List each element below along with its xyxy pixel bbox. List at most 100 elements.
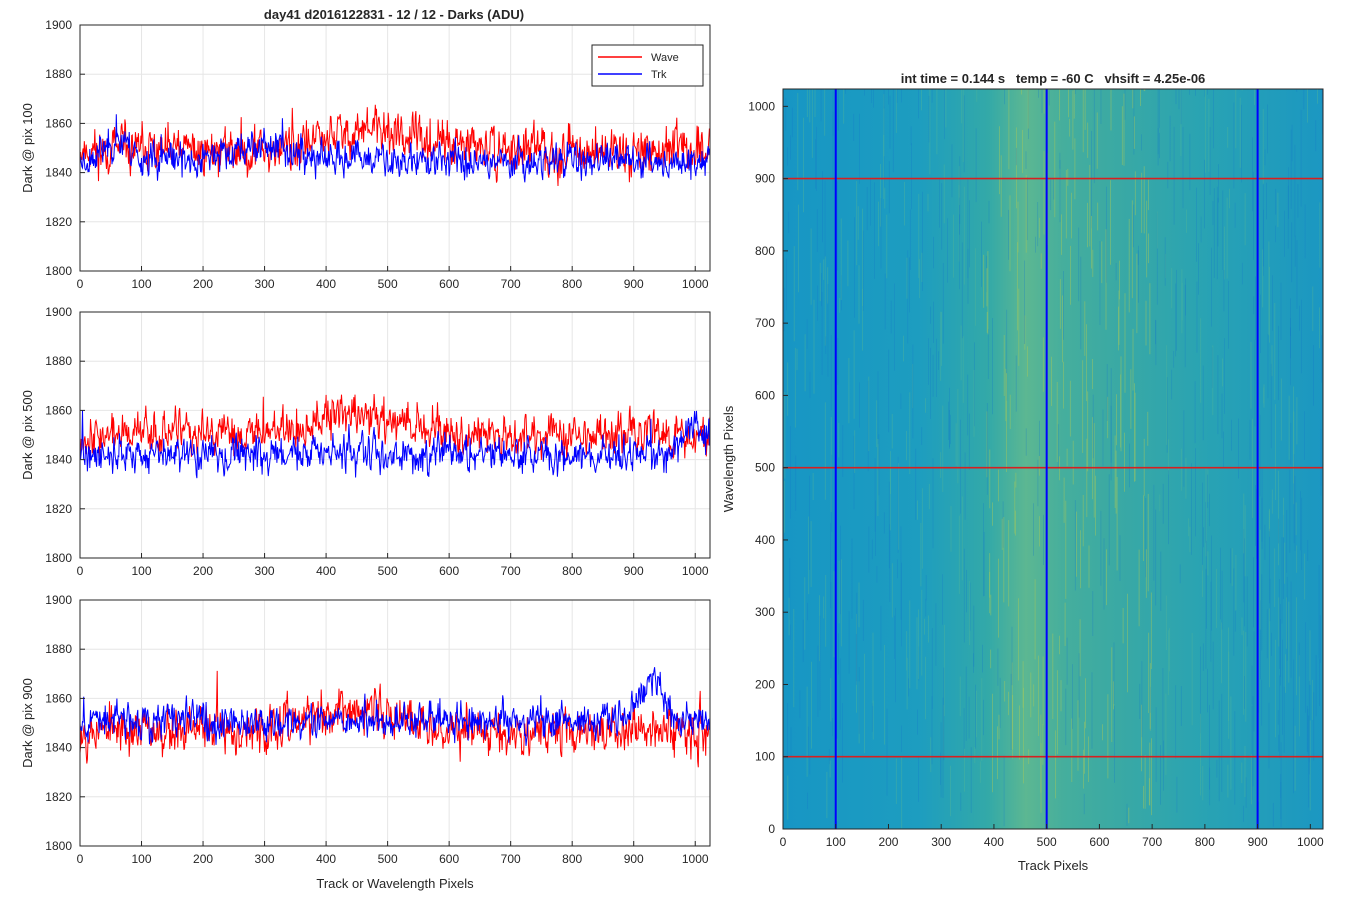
series-line-wave	[79, 393, 710, 461]
x-tick-label: 200	[193, 277, 213, 291]
heatmap-x-tick-label: 800	[1195, 835, 1215, 849]
plot-frame	[79, 599, 711, 847]
x-tick-label: 100	[132, 852, 152, 866]
x-tick-label: 0	[77, 564, 84, 578]
x-tick-label: 400	[316, 277, 336, 291]
plot-frame	[79, 24, 711, 272]
heatmap-x-tick-label: 200	[878, 835, 898, 849]
heatmap-x-tick-label: 300	[931, 835, 951, 849]
heatmap-y-tick-label: 500	[755, 461, 775, 475]
x-tick-label: 100	[132, 277, 152, 291]
x-tick-label: 400	[316, 564, 336, 578]
x-tick-label: 0	[77, 277, 84, 291]
y-tick-label: 1900	[45, 305, 72, 319]
x-tick-label: 900	[624, 277, 644, 291]
y-tick-label: 1860	[45, 403, 72, 417]
heatmap-title: int time = 0.144 s temp = -60 C vhsift =…	[901, 71, 1206, 86]
ylabel-panel-1: Dark @ pix 100	[20, 103, 35, 193]
heatmap-y-tick-label: 100	[755, 750, 775, 764]
x-tick-label: 500	[378, 852, 398, 866]
ylabel-panel-2: Dark @ pix 500	[20, 390, 35, 480]
x-tick-label: 500	[378, 277, 398, 291]
heatmap-texture	[783, 89, 1324, 829]
y-tick-label: 1860	[45, 691, 72, 705]
x-tick-label: 200	[193, 564, 213, 578]
series-line-trk	[79, 114, 710, 183]
heatmap-y-tick-label: 800	[755, 244, 775, 258]
heatmap-ylabel: Wavelength Pixels	[721, 405, 736, 512]
heatmap-y-tick-label: 700	[755, 316, 775, 330]
x-tick-label: 1000	[682, 277, 709, 291]
heatmap-x-tick-label: 1000	[1297, 835, 1324, 849]
heatmap-y-tick-label: 600	[755, 388, 775, 402]
heatmap-x-tick-label: 100	[826, 835, 846, 849]
x-tick-label: 600	[439, 852, 459, 866]
x-tick-label: 700	[501, 852, 521, 866]
heatmap-y-tick-label: 400	[755, 533, 775, 547]
x-tick-label: 1000	[682, 852, 709, 866]
x-tick-label: 300	[255, 564, 275, 578]
figure-title: day41 d2016122831 - 12 / 12 - Darks (ADU…	[264, 7, 524, 22]
x-tick-label: 800	[562, 852, 582, 866]
y-tick-label: 1840	[45, 453, 72, 467]
line-panel-3: Dark @ pix 900 Track or Wavelength Pixel…	[20, 593, 711, 891]
ylabel-panel-3: Dark @ pix 900	[20, 678, 35, 768]
series-line-trk	[79, 410, 710, 479]
y-tick-label: 1900	[45, 593, 72, 607]
y-tick-label: 1820	[45, 215, 72, 229]
y-tick-label: 1800	[45, 551, 72, 565]
heatmap-x-tick-label: 900	[1248, 835, 1268, 849]
heatmap-xlabel: Track Pixels	[1018, 858, 1089, 873]
x-tick-label: 200	[193, 852, 213, 866]
x-tick-label: 300	[255, 852, 275, 866]
x-tick-label: 1000	[682, 564, 709, 578]
plot-area	[80, 312, 710, 558]
xlabel-panel-3: Track or Wavelength Pixels	[316, 876, 474, 891]
series-line-trk	[79, 667, 710, 746]
x-tick-label: 900	[624, 852, 644, 866]
x-tick-label: 800	[562, 277, 582, 291]
y-tick-label: 1820	[45, 790, 72, 804]
y-tick-label: 1900	[45, 18, 72, 32]
line-panel-2: Dark @ pix 500 0 100 200 300 400 500 600 700 800…	[20, 305, 711, 578]
heatmap-y-tick-label: 200	[755, 677, 775, 691]
plot-frame	[79, 311, 711, 559]
y-tick-label: 1860	[45, 116, 72, 130]
heatmap-axes: 0 100 200 300 400 500 600 700 800 900 1000 0 100 200 3…	[748, 88, 1324, 849]
x-tick-label: 600	[439, 277, 459, 291]
heatmap-y-tick-label: 300	[755, 605, 775, 619]
heatmap-frame	[782, 88, 1324, 830]
heatmap-y-tick-label: 0	[768, 822, 775, 836]
y-tick-label: 1840	[45, 166, 72, 180]
y-tick-label: 1800	[45, 839, 72, 853]
x-tick-label: 900	[624, 564, 644, 578]
heatmap-x-tick-label: 700	[1142, 835, 1162, 849]
y-tick-label: 1820	[45, 502, 72, 516]
y-tick-label: 1800	[45, 264, 72, 278]
x-tick-label: 0	[77, 852, 84, 866]
y-tick-label: 1880	[45, 67, 72, 81]
y-tick-label: 1880	[45, 642, 72, 656]
x-tick-label: 400	[316, 852, 336, 866]
heatmap-x-tick-label: 600	[1089, 835, 1109, 849]
heatmap-x-tick-label: 0	[780, 835, 787, 849]
x-tick-label: 500	[378, 564, 398, 578]
y-tick-label: 1840	[45, 741, 72, 755]
heatmap-markers	[783, 89, 1323, 829]
x-tick-label: 100	[132, 564, 152, 578]
x-tick-label: 300	[255, 277, 275, 291]
heatmap-y-tick-label: 900	[755, 172, 775, 186]
heatmap-x-tick-label: 400	[984, 835, 1004, 849]
heatmap-panel: int time = 0.144 s temp = -60 C vhsift =…	[721, 71, 1324, 873]
x-tick-label: 800	[562, 564, 582, 578]
heatmap-y-tick-label: 1000	[748, 99, 775, 113]
y-tick-label: 1880	[45, 354, 72, 368]
x-tick-label: 600	[439, 564, 459, 578]
legend-box	[591, 44, 704, 87]
legend-trk-label: Trk	[651, 69, 667, 81]
legend-wave-label: Wave	[651, 52, 679, 64]
x-tick-label: 700	[501, 564, 521, 578]
legend: Wave Trk	[591, 44, 704, 87]
heatmap-x-tick-label: 500	[1037, 835, 1057, 849]
